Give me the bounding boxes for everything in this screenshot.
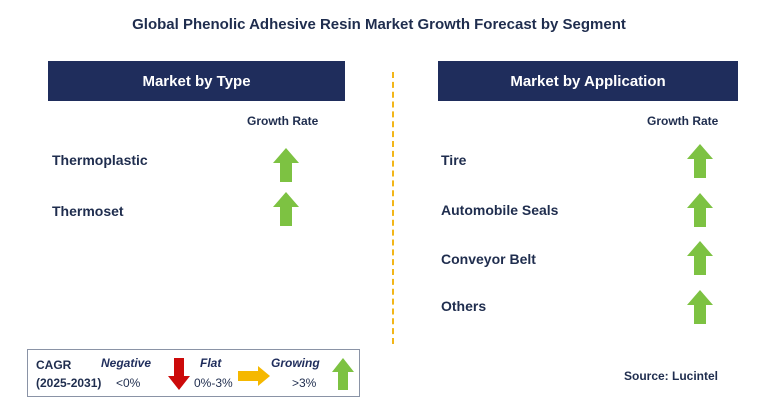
growing-arrow-icon xyxy=(332,358,354,390)
panel-divider xyxy=(392,72,394,344)
segment-label-tire: Tire xyxy=(441,152,467,168)
legend-negative-range: <0% xyxy=(116,376,141,390)
legend-negative-label: Negative xyxy=(101,356,152,370)
legend-flat-range: 0%-3% xyxy=(194,376,233,390)
legend-period-label: (2025-2031) xyxy=(36,376,102,390)
flat-arrow-icon xyxy=(238,366,270,386)
segment-label-thermoplastic: Thermoplastic xyxy=(52,152,148,168)
growing-arrow-icon xyxy=(687,144,713,178)
growing-arrow-icon xyxy=(273,148,299,182)
application-growth-rate-label: Growth Rate xyxy=(647,114,719,128)
type-growth-rate-label: Growth Rate xyxy=(247,114,319,128)
segment-label-conveyor-belt: Conveyor Belt xyxy=(441,251,536,267)
growing-arrow-icon xyxy=(687,290,713,324)
legend-cagr-label: CAGR xyxy=(36,358,72,372)
page-title: Global Phenolic Adhesive Resin Market Gr… xyxy=(132,16,626,33)
growing-arrow-icon xyxy=(687,241,713,275)
growing-arrow-icon xyxy=(273,192,299,226)
negative-arrow-icon xyxy=(168,358,190,390)
cagr-legend: CAGR (2025-2031) Negative <0% Flat 0%-3%… xyxy=(27,349,360,397)
source-label: Source: Lucintel xyxy=(624,369,719,383)
growing-arrow-icon xyxy=(687,193,713,227)
market-by-type-header: Market by Type xyxy=(48,61,345,101)
segment-label-thermoset: Thermoset xyxy=(52,203,124,219)
legend-flat-label: Flat xyxy=(200,356,222,370)
segment-label-others: Others xyxy=(441,298,487,314)
market-by-application-header: Market by Application xyxy=(438,61,738,101)
segment-label-automobile-seals: Automobile Seals xyxy=(441,202,559,218)
legend-growing-range: >3% xyxy=(292,376,317,390)
legend-growing-label: Growing xyxy=(271,356,320,370)
